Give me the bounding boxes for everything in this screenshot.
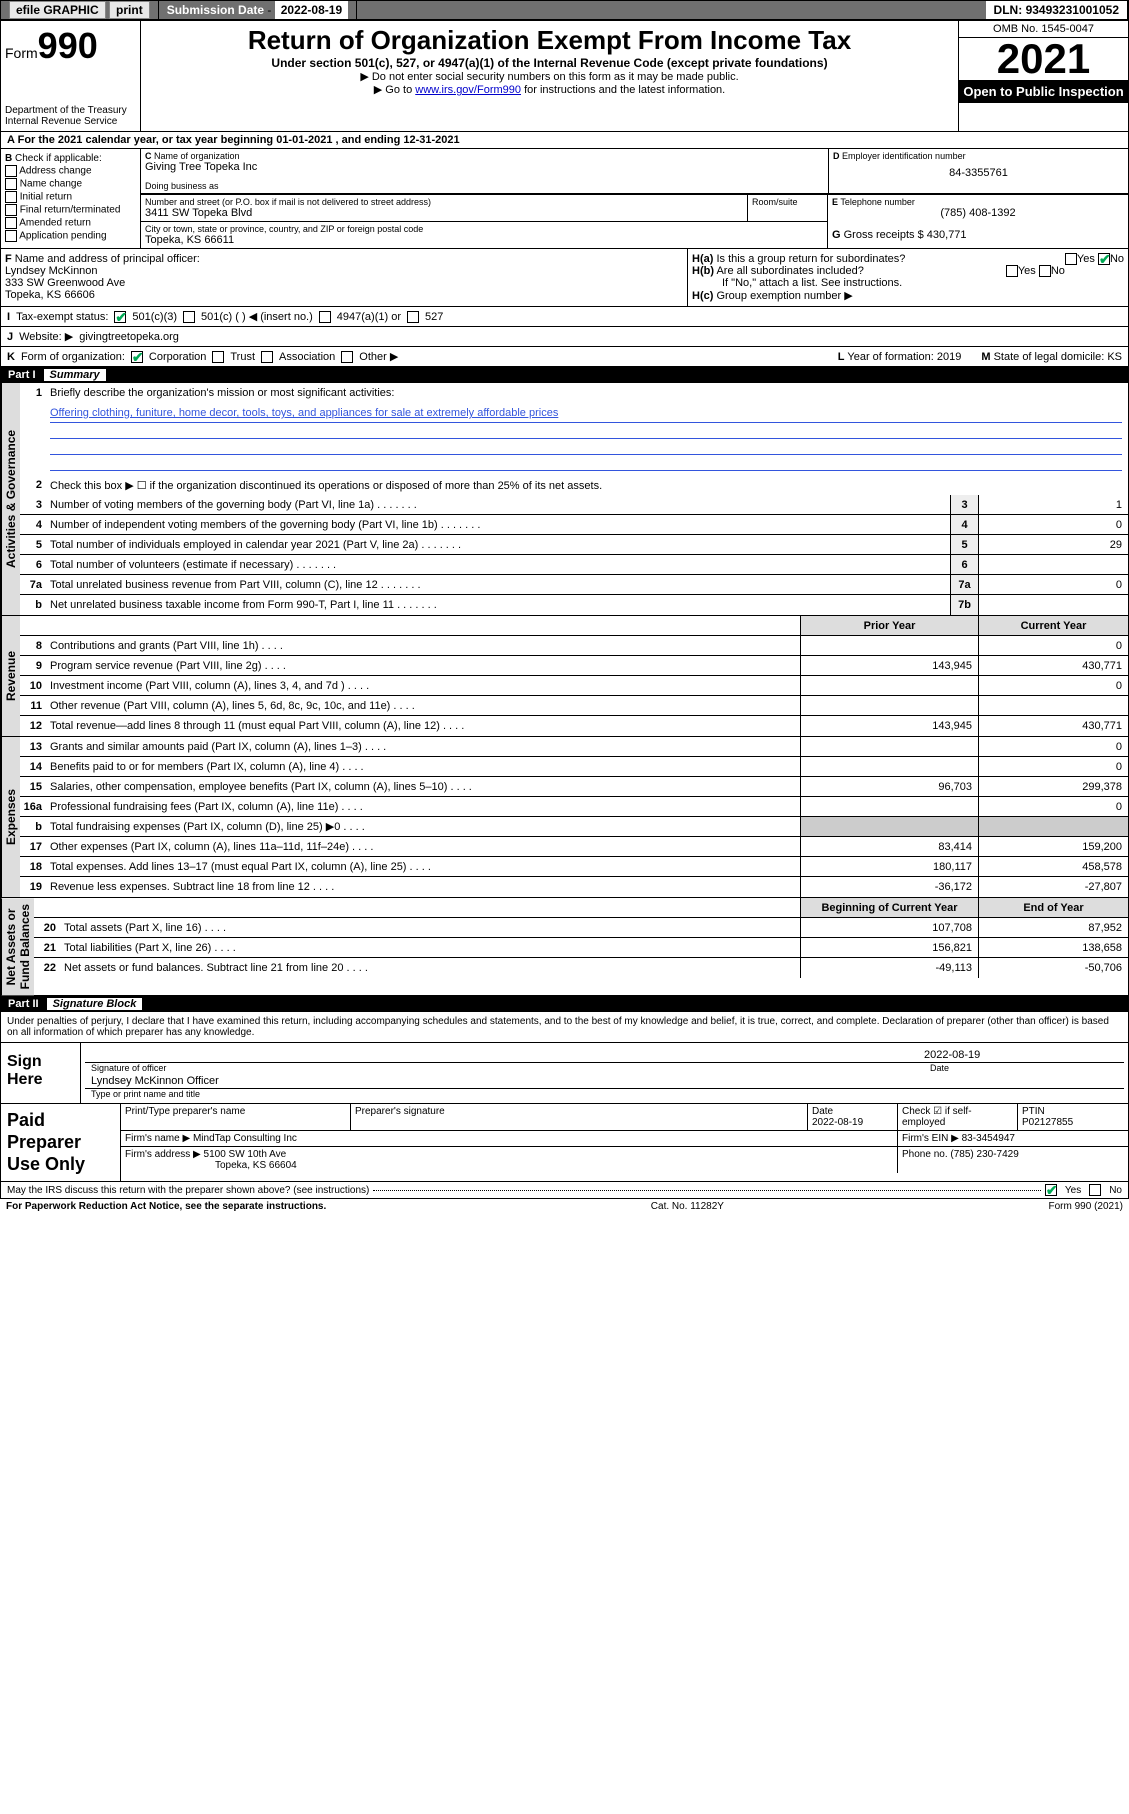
form-title: Return of Organization Exempt From Incom… <box>149 25 950 56</box>
submission-date: 2022-08-19 <box>275 1 348 19</box>
section-b-checkboxes: B Check if applicable: Address change Na… <box>1 149 141 248</box>
section-h: H(a) Is this a group return for subordin… <box>688 249 1128 306</box>
print-button[interactable]: print <box>109 1 150 19</box>
summary-revenue: Revenue Prior Year Current Year 8Contrib… <box>0 616 1129 737</box>
efile-label: efile GRAPHIC <box>9 1 106 19</box>
section-d-ein: D Employer identification number 84-3355… <box>828 149 1128 193</box>
section-bcd: B Check if applicable: Address change Na… <box>0 149 1129 249</box>
form-header: Form990 Department of the Treasury Inter… <box>0 20 1129 132</box>
signature-block: Under penalties of perjury, I declare th… <box>0 1012 1129 1182</box>
mission-statement: Offering clothing, funiture, home decor,… <box>20 403 1128 475</box>
section-f-officer: F Name and address of principal officer:… <box>1 249 688 306</box>
top-toolbar: efile GRAPHIC print Submission Date - 20… <box>0 0 1129 20</box>
section-k-l-m: K Form of organization: Corporation Trus… <box>0 347 1129 367</box>
paid-preparer: Paid Preparer Use Only Print/Type prepar… <box>1 1103 1128 1181</box>
department: Department of the Treasury Internal Reve… <box>5 105 136 127</box>
open-to-public: Open to Public Inspection <box>959 80 1128 103</box>
submission-date-label: Submission Date <box>167 3 264 17</box>
form-subtitle: Under section 501(c), 527, or 4947(a)(1)… <box>149 56 950 70</box>
form-note-2: ▶ Go to www.irs.gov/Form990 for instruct… <box>149 83 950 96</box>
paperwork-footer: For Paperwork Reduction Act Notice, see … <box>0 1199 1129 1214</box>
part-2-header: Part II Signature Block <box>0 996 1129 1012</box>
form-number: Form990 <box>5 25 136 67</box>
section-c-name: C Name of organization Giving Tree Topek… <box>141 149 828 193</box>
section-i-tax-status: I Tax-exempt status: 501(c)(3) 501(c) ( … <box>0 307 1129 327</box>
form-note-1: ▶ Do not enter social security numbers o… <box>149 70 950 83</box>
irs-link[interactable]: www.irs.gov/Form990 <box>415 84 521 96</box>
summary-activities-governance: Activities & Governance 1 Briefly descri… <box>0 383 1129 616</box>
part-1-header: Part I Summary <box>0 367 1129 383</box>
discuss-footer: May the IRS discuss this return with the… <box>0 1182 1129 1199</box>
perjury-declaration: Under penalties of perjury, I declare th… <box>1 1012 1128 1043</box>
section-c-address: Number and street (or P.O. box if mail i… <box>141 195 828 248</box>
summary-expenses: Expenses 13Grants and similar amounts pa… <box>0 737 1129 898</box>
summary-net-assets: Net Assets or Fund Balances Beginning of… <box>0 898 1129 996</box>
section-f-h: F Name and address of principal officer:… <box>0 249 1129 307</box>
dln: DLN: 93493231001052 <box>986 1 1128 19</box>
tax-year: 2021 <box>959 38 1128 80</box>
section-j-website: J Website: ▶ givingtreetopeka.org <box>0 327 1129 347</box>
section-a-tax-year: A For the 2021 calendar year, or tax yea… <box>0 132 1129 149</box>
sign-here-label: Sign Here <box>1 1043 81 1103</box>
section-e-g: E Telephone number (785) 408-1392 G Gros… <box>828 195 1128 248</box>
